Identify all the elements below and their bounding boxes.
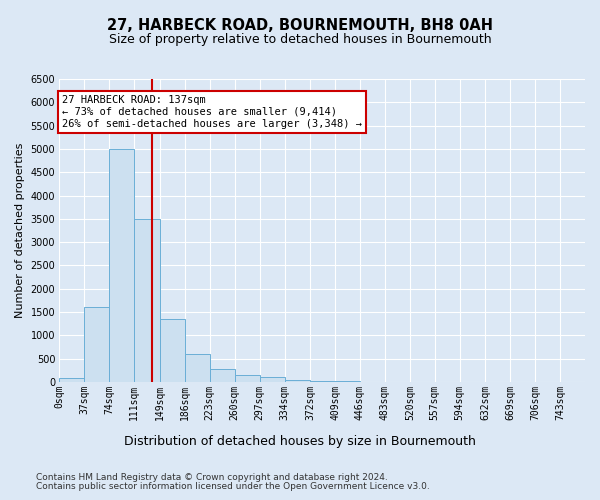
Bar bbox=[134, 219, 160, 382]
Bar bbox=[109, 149, 134, 382]
Text: 27, HARBECK ROAD, BOURNEMOUTH, BH8 0AH: 27, HARBECK ROAD, BOURNEMOUTH, BH8 0AH bbox=[107, 18, 493, 32]
Bar bbox=[284, 380, 310, 382]
Bar bbox=[310, 381, 335, 382]
Y-axis label: Number of detached properties: Number of detached properties bbox=[15, 143, 25, 318]
Bar bbox=[235, 375, 260, 382]
Bar bbox=[185, 354, 210, 382]
Text: Contains HM Land Registry data © Crown copyright and database right 2024.: Contains HM Land Registry data © Crown c… bbox=[36, 472, 388, 482]
Text: 27 HARBECK ROAD: 137sqm
← 73% of detached houses are smaller (9,414)
26% of semi: 27 HARBECK ROAD: 137sqm ← 73% of detache… bbox=[62, 96, 362, 128]
Bar bbox=[335, 381, 360, 382]
Bar bbox=[210, 369, 235, 382]
Bar bbox=[260, 377, 284, 382]
Text: Contains public sector information licensed under the Open Government Licence v3: Contains public sector information licen… bbox=[36, 482, 430, 491]
Text: Size of property relative to detached houses in Bournemouth: Size of property relative to detached ho… bbox=[109, 34, 491, 46]
Bar bbox=[85, 308, 109, 382]
Text: Distribution of detached houses by size in Bournemouth: Distribution of detached houses by size … bbox=[124, 435, 476, 448]
Bar bbox=[59, 378, 85, 382]
Bar bbox=[160, 319, 185, 382]
